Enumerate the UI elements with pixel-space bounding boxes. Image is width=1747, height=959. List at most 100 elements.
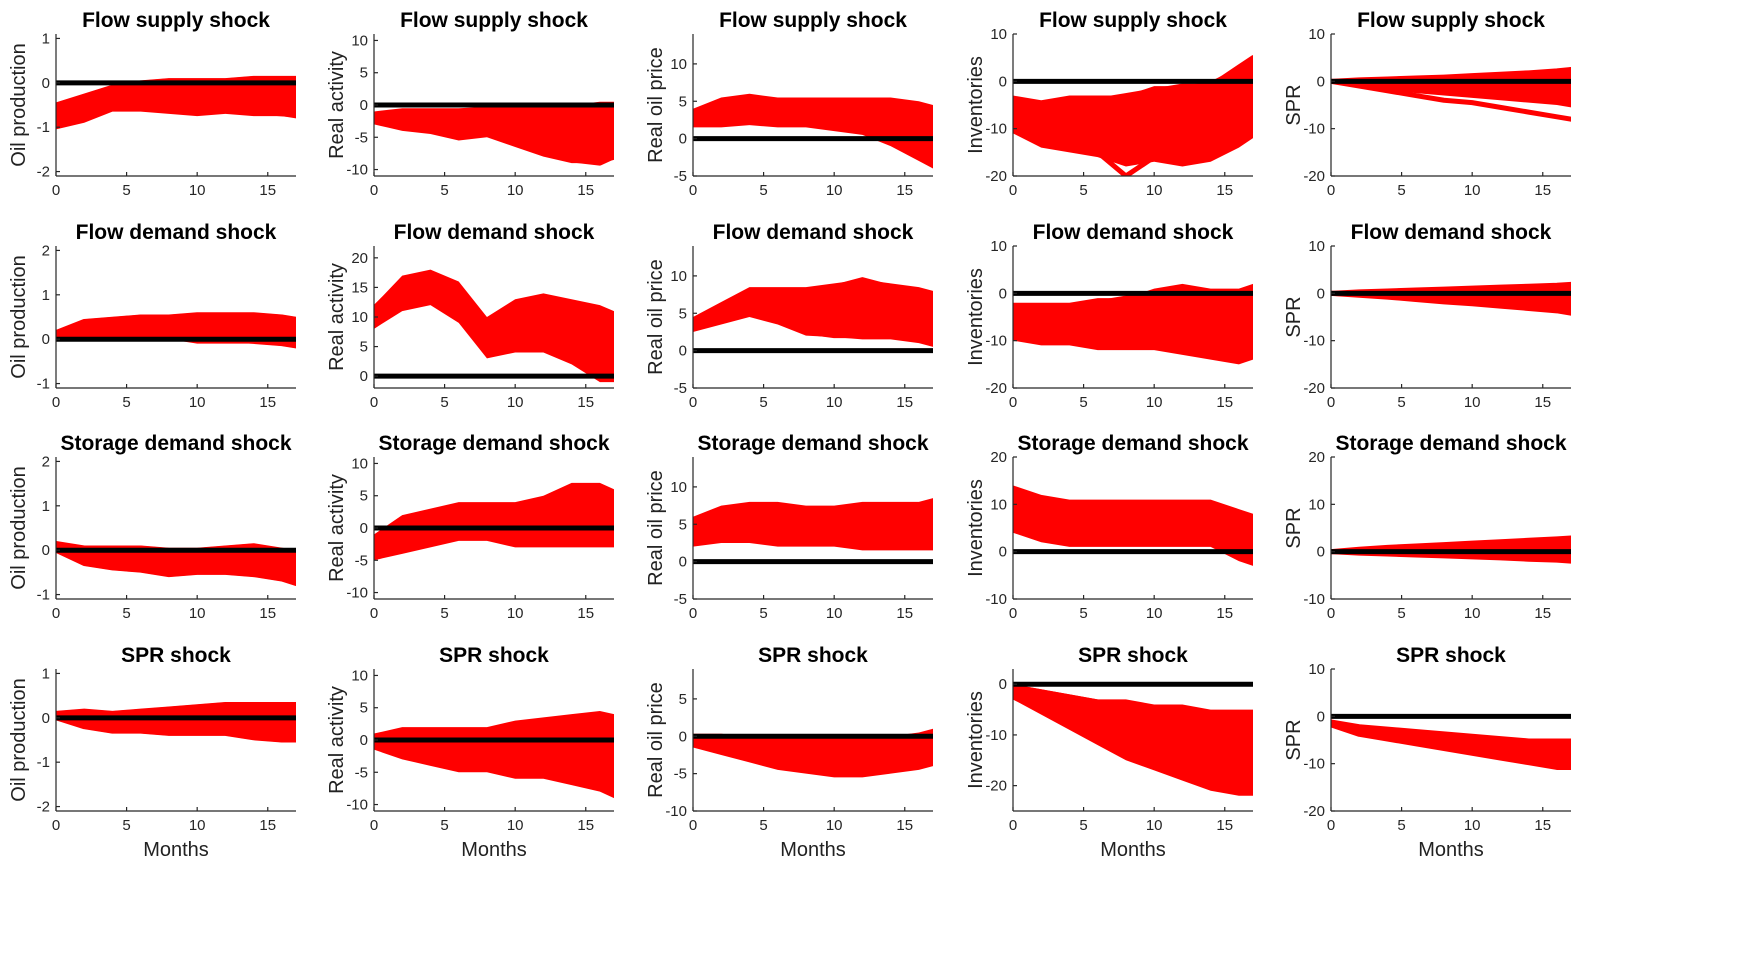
panel: 0 5 10 15 0 5 10 15 20 Flow demand shock Real acti… [326,221,614,411]
y-axis-label: Real oil price [645,470,667,586]
y-tick-label: 1 [42,287,50,304]
plot-area [374,482,614,561]
response-draw-line [693,277,933,324]
x-tick-label: 15 [1534,817,1551,834]
y-tick-label: 10 [1308,26,1325,43]
response-draw-line [1013,694,1253,794]
response-draw-line [693,737,933,758]
y-axis-label: Inventories [965,479,987,577]
panel: 0 5 10 15 -10 -5 0 5 10 SPR shock Real activity Mon… [326,644,614,861]
x-tick-label: 10 [1146,182,1163,199]
y-tick-label: 10 [1308,496,1325,513]
response-draw-line [56,547,296,586]
panel-title: Storage demand shock [1017,432,1248,455]
x-tick-label: 0 [1327,817,1335,834]
plot-area [693,498,933,565]
x-tick-label: 15 [1216,394,1233,411]
x-tick-label: 5 [1397,817,1405,834]
y-tick-label: 5 [360,339,368,356]
x-tick-label: 5 [1079,605,1087,622]
response-draw-line [1331,720,1571,757]
x-tick-label: 15 [259,605,276,622]
response-draw-line [374,118,614,166]
panel-title: SPR shock [439,644,549,667]
x-tick-label: 10 [826,817,843,834]
y-tick-label: 0 [42,75,50,92]
y-tick-label: 10 [990,496,1007,513]
x-tick-label: 0 [52,817,60,834]
y-tick-label: 0 [1317,708,1325,725]
y-tick-label: 10 [990,238,1007,255]
response-draw-line [693,310,933,346]
x-tick-label: 15 [1534,182,1551,199]
x-tick-label: 15 [896,817,913,834]
x-tick-label: 5 [1397,394,1405,411]
response-draw-line [374,509,614,550]
y-tick-label: -10 [985,121,1007,138]
y-tick-label: 5 [679,93,687,110]
y-axis-label: Oil production [8,678,30,801]
response-draw-line [693,499,933,524]
y-tick-label: 10 [351,32,368,49]
y-tick-label: -5 [674,380,687,397]
x-tick-label: 10 [826,394,843,411]
x-tick-label: 5 [759,394,767,411]
x-tick-label: 10 [507,182,524,199]
y-tick-label: -10 [1303,333,1325,350]
x-tick-label: 10 [1146,394,1163,411]
y-tick-label: 5 [679,516,687,533]
y-tick-label: -2 [37,164,50,181]
x-tick-label: 15 [896,605,913,622]
plot-area [1013,485,1253,566]
x-tick-label: 15 [577,817,594,834]
x-axis-label: Months [461,839,527,861]
y-axis-label: Inventories [965,691,987,789]
y-axis-label: SPR [1283,507,1305,548]
panel-title: Flow supply shock [400,9,588,32]
x-tick-label: 10 [189,605,206,622]
y-tick-label: -1 [37,376,50,393]
x-tick-label: 15 [1534,605,1551,622]
y-tick-label: 0 [360,520,368,537]
response-band [374,269,614,383]
panel-title: Storage demand shock [60,432,291,455]
x-tick-label: 15 [577,605,594,622]
response-draw-line [693,536,933,550]
panel: 0 5 10 15 -20 -10 0 10 Flow demand shock Inventor… [965,221,1253,411]
x-tick-label: 10 [507,605,524,622]
x-tick-label: 0 [1009,394,1017,411]
y-tick-label: 1 [42,498,50,515]
y-axis-label: Real oil price [645,682,667,798]
panel-title: Flow supply shock [1357,9,1545,32]
x-tick-label: 15 [577,182,594,199]
panel: 0 5 10 15 -10 -5 0 5 10 Flow supply shock Real act… [326,9,614,199]
y-axis-label: Inventories [965,268,987,366]
x-tick-label: 10 [189,817,206,834]
x-tick-label: 5 [440,817,448,834]
x-tick-label: 10 [1146,605,1163,622]
y-tick-label: 0 [42,331,50,348]
panel: 0 5 10 15 -10 -5 0 5 SPR shock Real oil price Mont… [645,644,933,861]
panel-title: SPR shock [1396,644,1506,667]
panel: 0 5 10 15 -2 -1 0 1 Flow supply shock Oil product… [8,9,296,199]
y-tick-label: -5 [674,766,687,783]
x-tick-label: 0 [52,394,60,411]
plot-area [693,728,933,778]
plot-area [693,93,933,169]
y-tick-label: -2 [37,799,50,816]
plot-area [1331,67,1571,122]
response-draw-line [1013,55,1253,108]
x-tick-label: 15 [1216,817,1233,834]
response-draw-line [693,95,933,115]
y-axis-label: SPR [1283,719,1305,760]
response-draw-line [374,115,614,150]
plot-area [374,710,614,799]
plot-area [1013,283,1253,365]
y-axis-label: Oil production [8,466,30,589]
y-tick-label: 0 [360,732,368,749]
x-tick-label: 10 [1464,182,1481,199]
y-axis-label: Real activity [326,686,348,794]
